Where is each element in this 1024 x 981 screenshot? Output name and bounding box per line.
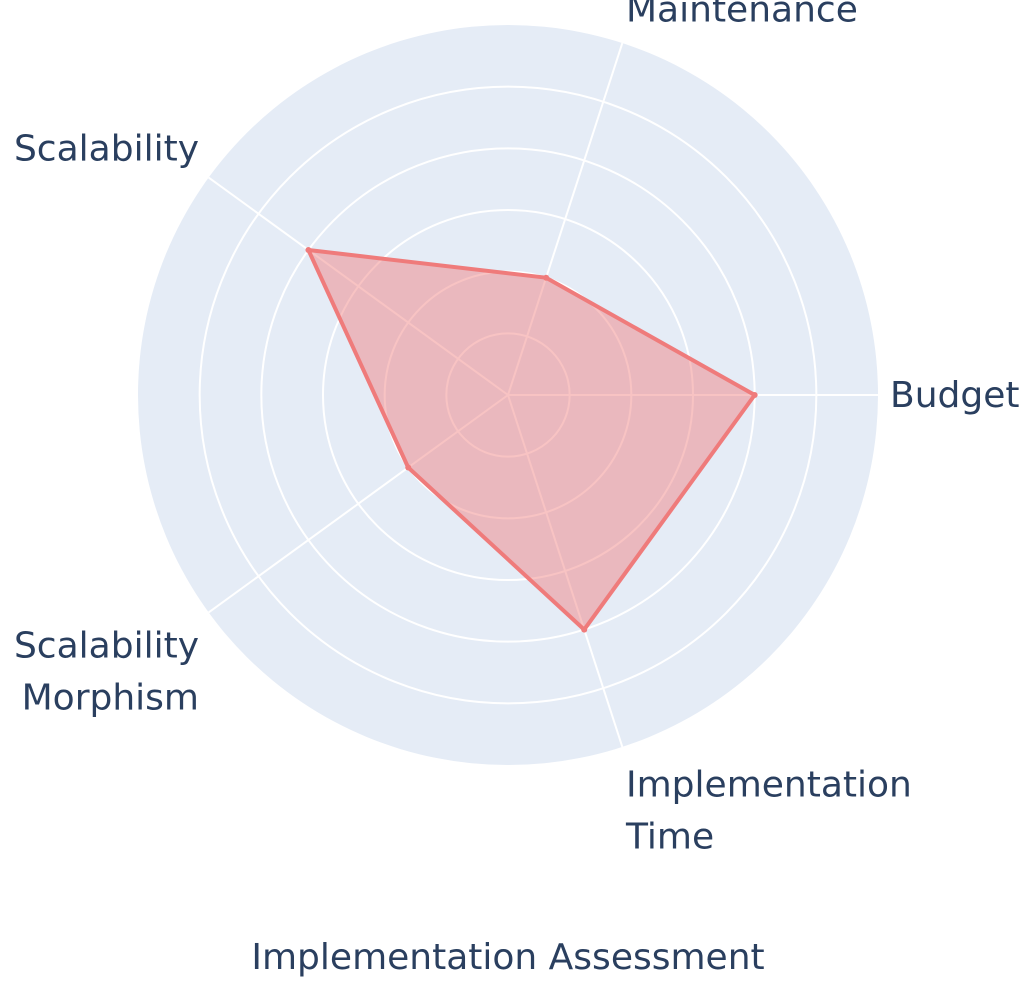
data-point-2 xyxy=(305,247,312,254)
axis-label-line: Morphism xyxy=(22,678,199,719)
data-point-3 xyxy=(405,464,412,471)
axis-label-line: Time xyxy=(625,816,714,857)
axis-label-1: Maintenance xyxy=(626,0,858,31)
axis-label-2: Scalability xyxy=(14,129,199,170)
axis-label-layer: Budget Maintenance Scalability Scalability M… xyxy=(14,0,1020,857)
axis-label-3: Scalability Morphism xyxy=(14,626,199,719)
spoke-1 xyxy=(507,42,624,396)
axis-label-4: Implementation Time xyxy=(625,764,912,857)
axis-label-line: Scalability xyxy=(14,129,199,170)
data-point-4 xyxy=(581,626,588,633)
axis-label-line: Maintenance xyxy=(626,0,858,31)
axis-label-0: Budget xyxy=(890,375,1019,416)
axis-label-line: Scalability xyxy=(14,626,199,667)
chart-title: Implementation Assessment xyxy=(251,937,764,978)
spoke-2 xyxy=(208,176,509,396)
data-point-0 xyxy=(751,392,758,398)
series-layer xyxy=(305,247,758,633)
data-point-1 xyxy=(543,274,550,281)
axis-label-line: Implementation xyxy=(626,764,912,805)
spoke-4 xyxy=(507,394,624,748)
series-area xyxy=(306,248,757,632)
axis-label-line: Budget xyxy=(890,375,1019,416)
spoke-3 xyxy=(208,394,509,614)
